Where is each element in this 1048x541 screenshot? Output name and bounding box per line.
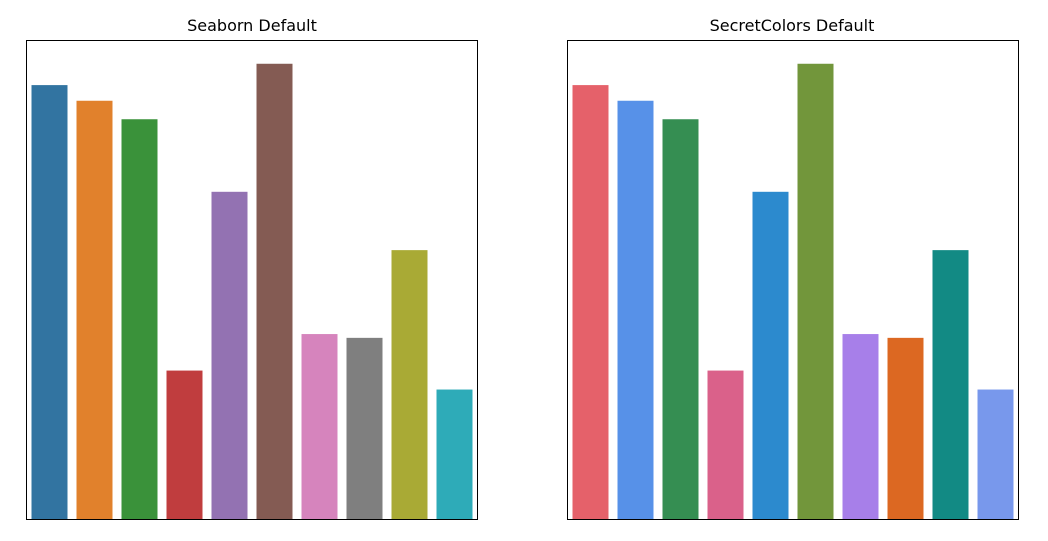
axes-frame (567, 40, 1019, 520)
axes-frame (26, 40, 478, 520)
bar-3 (121, 119, 158, 520)
bar-series (572, 63, 1014, 520)
bar-6 (797, 63, 834, 519)
bar-9 (391, 250, 428, 520)
bar-7 (301, 334, 338, 519)
bar-8 (887, 337, 924, 519)
bar-series (31, 63, 473, 520)
bar-10 (436, 389, 473, 519)
bar-5 (752, 191, 789, 520)
chart-secretcolors-default: SecretColors Default (567, 16, 1019, 520)
bar-5 (211, 191, 248, 520)
bar-1 (31, 85, 68, 519)
bar-7 (842, 334, 879, 519)
bar-8 (346, 337, 383, 519)
bar-4 (707, 370, 744, 519)
bar-10 (977, 389, 1014, 519)
bar-4 (166, 370, 203, 519)
bar-2 (617, 100, 654, 519)
bar-9 (932, 250, 969, 520)
bar-1 (572, 85, 609, 519)
chart-title: Seaborn Default (187, 16, 317, 35)
bar-3 (662, 119, 699, 520)
chart-seaborn-default: Seaborn Default (26, 16, 478, 520)
bar-2 (76, 100, 113, 519)
chart-title: SecretColors Default (710, 16, 875, 35)
bar-6 (256, 63, 293, 519)
